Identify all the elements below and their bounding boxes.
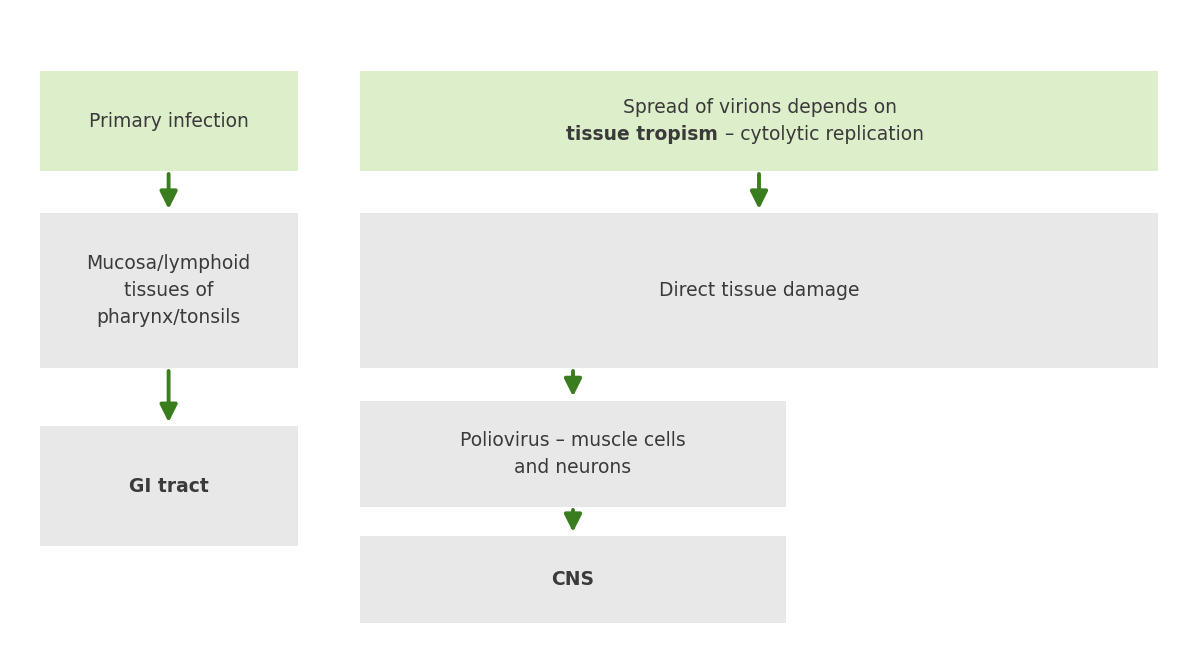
Text: Primary infection: Primary infection — [89, 112, 248, 130]
Text: GI tract: GI tract — [128, 477, 209, 495]
Text: Spread of virions depends on: Spread of virions depends on — [623, 98, 896, 117]
FancyBboxPatch shape — [360, 401, 786, 507]
FancyBboxPatch shape — [360, 71, 1158, 171]
FancyBboxPatch shape — [40, 71, 298, 171]
FancyBboxPatch shape — [360, 536, 786, 623]
Text: – cytolytic replication: – cytolytic replication — [719, 125, 924, 144]
Text: tissue tropism: tissue tropism — [566, 125, 718, 144]
Text: tissues of: tissues of — [124, 281, 214, 300]
Text: pharynx/tonsils: pharynx/tonsils — [96, 308, 241, 328]
Text: and neurons: and neurons — [515, 458, 631, 477]
FancyBboxPatch shape — [360, 213, 1158, 368]
Text: Mucosa/lymphoid: Mucosa/lymphoid — [86, 254, 251, 273]
Text: Direct tissue damage: Direct tissue damage — [659, 281, 859, 300]
Text: CNS: CNS — [552, 570, 594, 589]
FancyBboxPatch shape — [40, 426, 298, 546]
FancyBboxPatch shape — [40, 213, 298, 368]
Text: Poliovirus – muscle cells: Poliovirus – muscle cells — [460, 431, 686, 450]
